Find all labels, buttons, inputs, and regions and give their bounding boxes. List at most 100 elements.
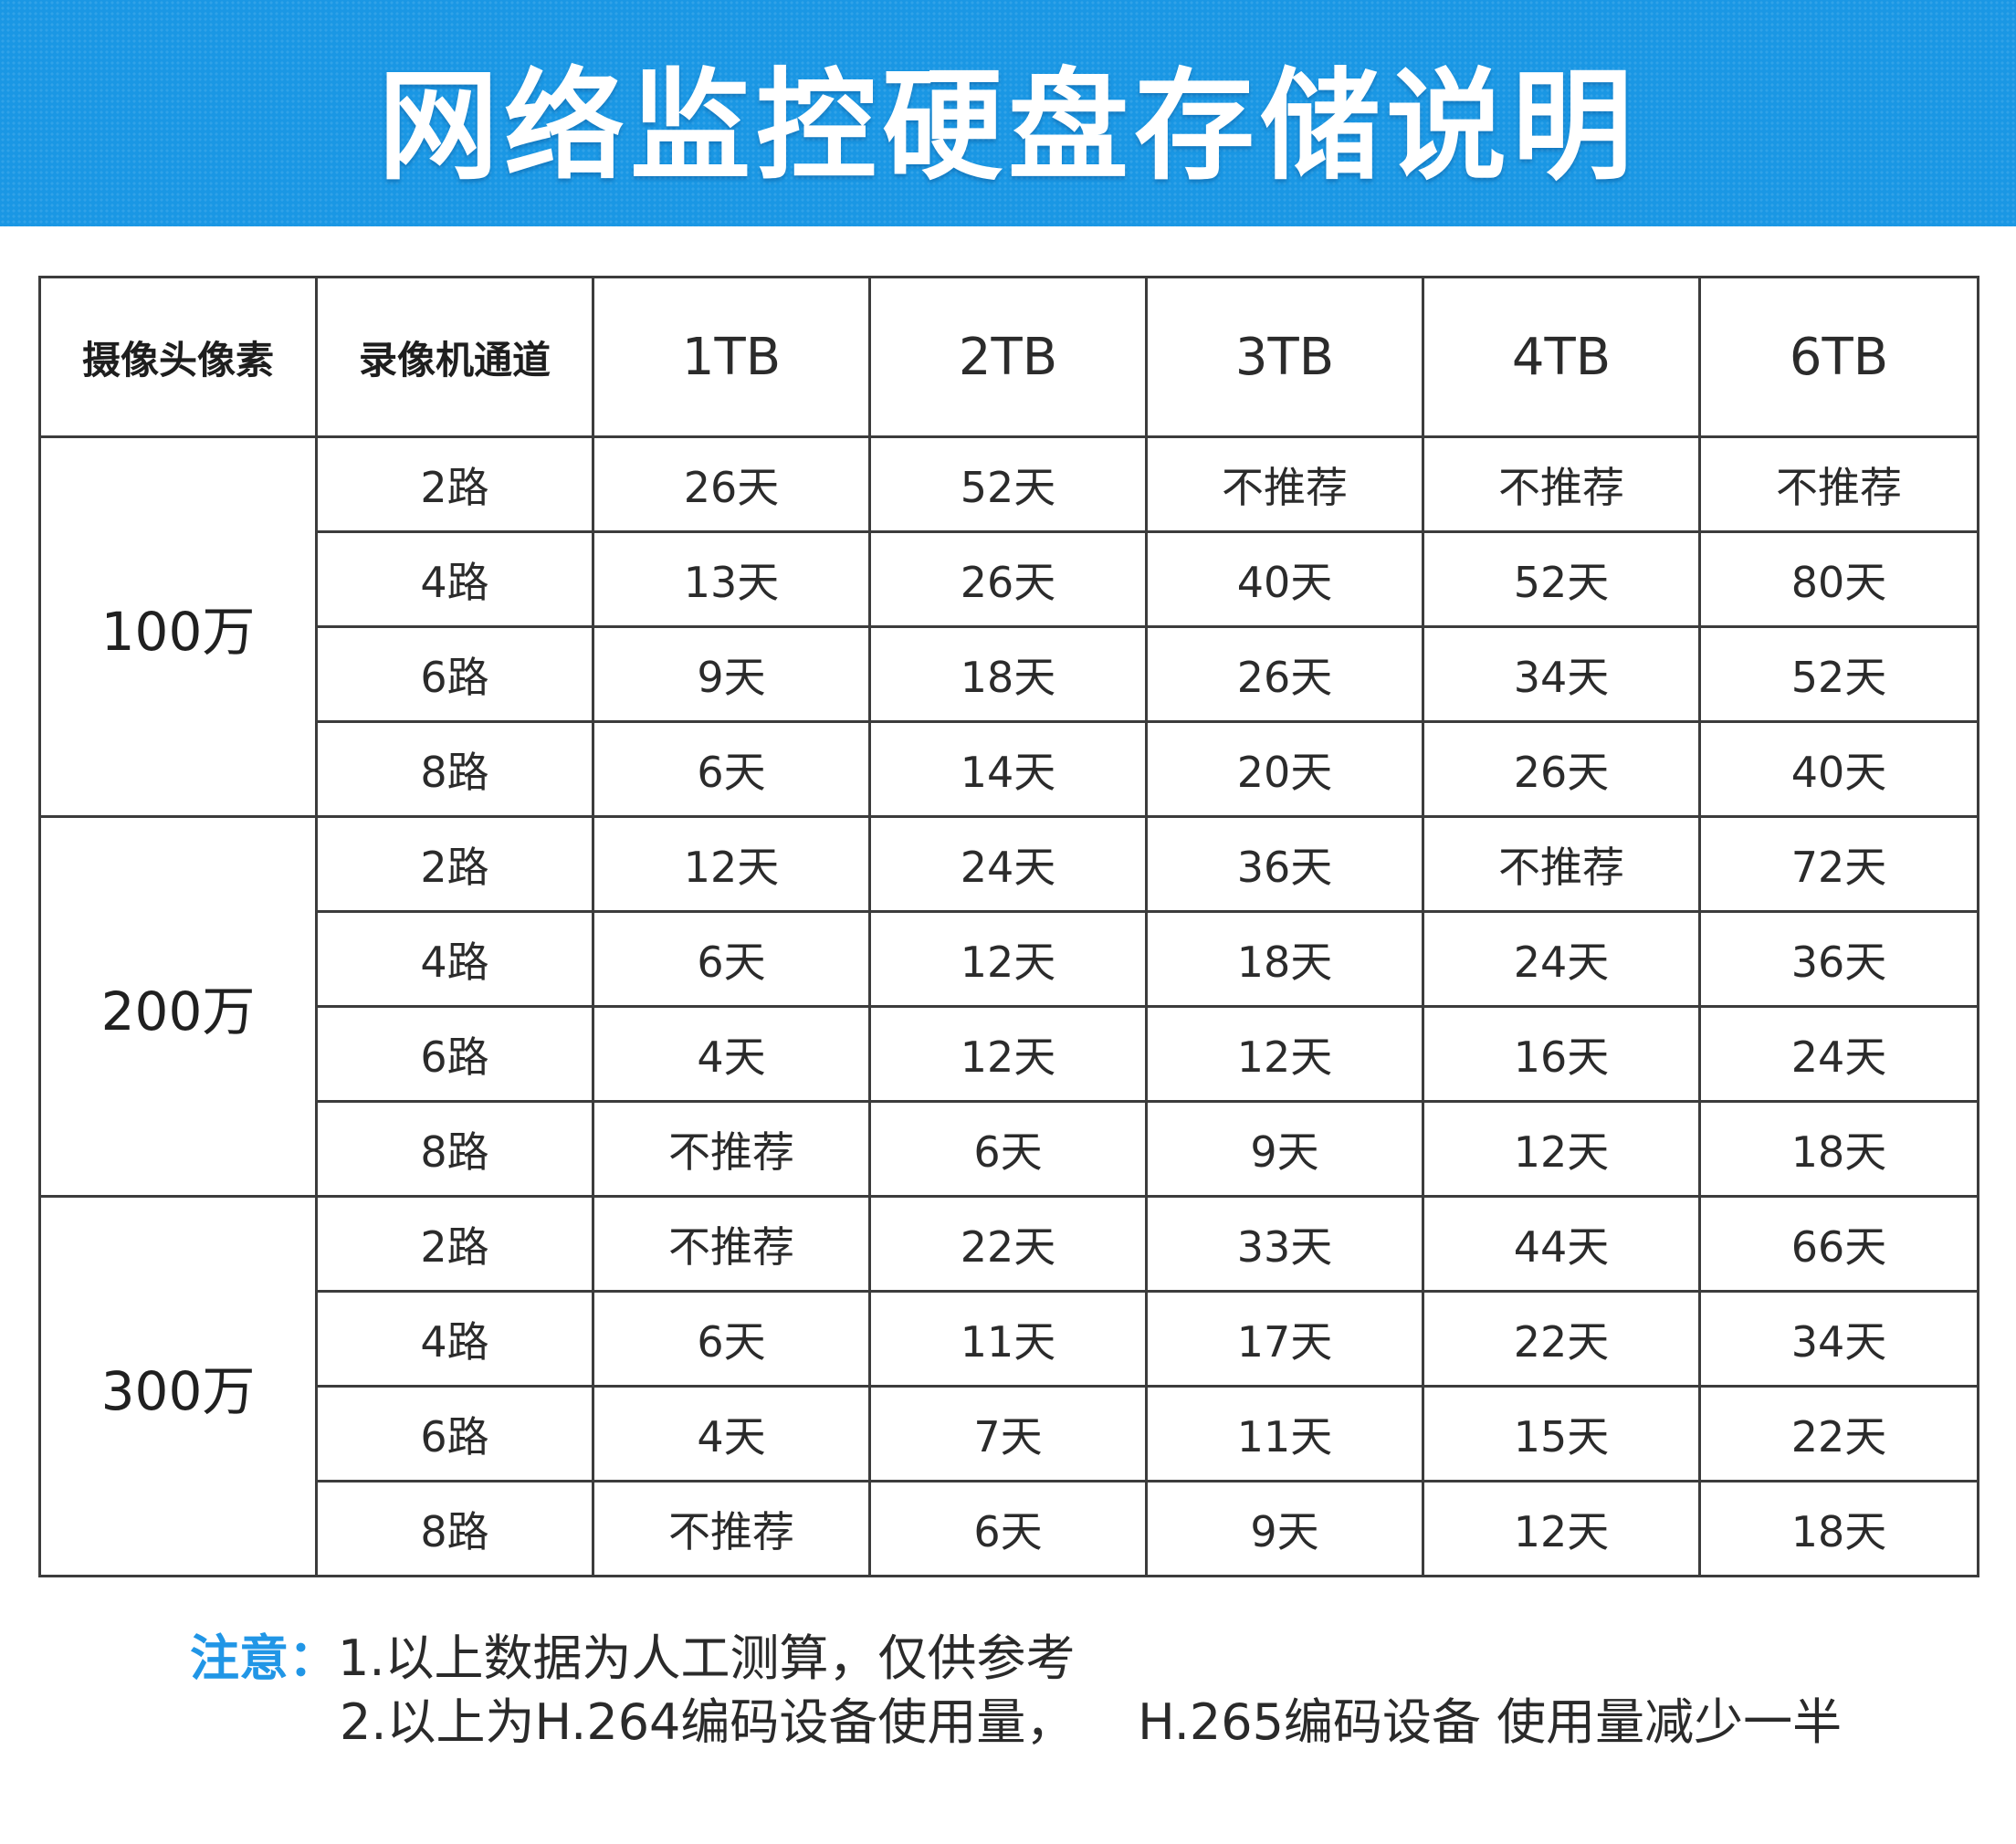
channel-cell: 4路 — [315, 910, 594, 1008]
header-capacity-6tb: 6TB — [1698, 276, 1979, 438]
days-cell: 12天 — [1145, 1005, 1424, 1103]
days-cell: 24天 — [868, 815, 1148, 913]
days-cell: 6天 — [868, 1100, 1148, 1198]
days-cell: 26天 — [1145, 625, 1424, 723]
resolution-cell: 300万 — [38, 1195, 318, 1577]
storage-table: 摄像头像素 录像机通道 1TB 2TB 3TB 4TB 6TB 100万 2路 … — [38, 276, 1979, 1577]
days-cell: 11天 — [1145, 1385, 1424, 1483]
days-cell: 6天 — [592, 720, 871, 818]
note-text-1: 1.以上数据为人工测算，仅供参考 — [338, 1629, 1076, 1687]
notes-section: 注意：1.以上数据为人工测算，仅供参考 2.以上为H.264编码设备使用量， H… — [190, 1627, 1842, 1755]
days-cell: 不推荐 — [592, 1100, 871, 1198]
days-cell: 36天 — [1698, 910, 1979, 1008]
days-cell: 52天 — [868, 435, 1148, 533]
page-title: 网络监控硬盘存储说明 — [378, 56, 1638, 197]
days-cell: 22天 — [868, 1195, 1148, 1293]
days-cell: 36天 — [1145, 815, 1424, 913]
days-cell: 16天 — [1422, 1005, 1701, 1103]
days-cell: 26天 — [1422, 720, 1701, 818]
channel-cell: 4路 — [315, 530, 594, 628]
days-cell: 40天 — [1698, 720, 1979, 818]
days-cell: 26天 — [868, 530, 1148, 628]
channel-cell: 6路 — [315, 625, 594, 723]
table-row: 8路 6天 14天 20天 26天 40天 — [40, 720, 1979, 818]
days-cell: 40天 — [1145, 530, 1424, 628]
days-cell: 12天 — [1422, 1100, 1701, 1198]
channel-cell: 2路 — [315, 1195, 594, 1293]
table-row: 8路 不推荐 6天 9天 12天 18天 — [40, 1100, 1979, 1198]
channel-cell: 6路 — [315, 1005, 594, 1103]
days-cell: 4天 — [592, 1385, 871, 1483]
days-cell: 6天 — [592, 910, 871, 1008]
days-cell: 18天 — [1145, 910, 1424, 1008]
days-cell: 22天 — [1422, 1290, 1701, 1388]
days-cell: 9天 — [1145, 1480, 1424, 1577]
days-cell: 20天 — [1145, 720, 1424, 818]
days-cell: 17天 — [1145, 1290, 1424, 1388]
note-line-1: 注意：1.以上数据为人工测算，仅供参考 — [190, 1627, 1842, 1691]
table-row: 300万 2路 不推荐 22天 33天 44天 66天 — [38, 1195, 1979, 1577]
days-cell: 22天 — [1698, 1385, 1979, 1483]
channel-cell: 6路 — [315, 1385, 594, 1483]
header-capacity-1tb: 1TB — [592, 276, 871, 438]
note-text-2: 2.以上为H.264编码设备使用量， H.265编码设备 使用量减少一半 — [340, 1693, 1843, 1751]
header-capacity-4tb: 4TB — [1422, 276, 1701, 438]
note-label: 注意： — [190, 1629, 338, 1687]
days-cell: 9天 — [592, 625, 871, 723]
days-cell: 不推荐 — [1698, 435, 1979, 533]
days-cell: 9天 — [1145, 1100, 1424, 1198]
days-cell: 不推荐 — [592, 1195, 871, 1293]
table-row: 6路 4天 12天 12天 16天 24天 — [40, 1005, 1979, 1103]
table-row: 4路 6天 11天 17天 22天 34天 — [40, 1290, 1979, 1388]
days-cell: 不推荐 — [1145, 435, 1424, 533]
days-cell: 4天 — [592, 1005, 871, 1103]
channel-cell: 4路 — [315, 1290, 594, 1388]
days-cell: 6天 — [868, 1480, 1148, 1577]
header-row: 摄像头像素 录像机通道 1TB 2TB 3TB 4TB 6TB — [38, 276, 1979, 438]
header-channels: 录像机通道 — [315, 276, 594, 438]
days-cell: 34天 — [1698, 1290, 1979, 1388]
days-cell: 13天 — [592, 530, 871, 628]
title-banner: 网络监控硬盘存储说明 — [0, 0, 2016, 226]
days-cell: 66天 — [1698, 1195, 1979, 1293]
days-cell: 72天 — [1698, 815, 1979, 913]
days-cell: 12天 — [592, 815, 871, 913]
resolution-cell: 100万 — [38, 435, 318, 818]
table-row: 100万 2路 26天 52天 不推荐 不推荐 不推荐 — [38, 435, 1979, 818]
channel-cell: 2路 — [315, 435, 594, 533]
table-row: 4路 13天 26天 40天 52天 80天 — [40, 530, 1979, 628]
days-cell: 18天 — [868, 625, 1148, 723]
header-resolution: 摄像头像素 — [38, 276, 318, 438]
days-cell: 15天 — [1422, 1385, 1701, 1483]
table-row: 200万 2路 12天 24天 36天 不推荐 72天 — [38, 815, 1979, 1198]
days-cell: 12天 — [868, 910, 1148, 1008]
channel-cell: 8路 — [315, 1100, 594, 1198]
channel-cell: 8路 — [315, 720, 594, 818]
table-row: 6路 9天 18天 26天 34天 52天 — [40, 625, 1979, 723]
channel-cell: 8路 — [315, 1480, 594, 1577]
table-row: 8路 不推荐 6天 9天 12天 18天 — [40, 1480, 1979, 1577]
days-cell: 18天 — [1698, 1480, 1979, 1577]
resolution-cell: 200万 — [38, 815, 318, 1198]
days-cell: 7天 — [868, 1385, 1148, 1483]
days-cell: 14天 — [868, 720, 1148, 818]
days-cell: 80天 — [1698, 530, 1979, 628]
days-cell: 6天 — [592, 1290, 871, 1388]
header-capacity-3tb: 3TB — [1145, 276, 1424, 438]
days-cell: 18天 — [1698, 1100, 1979, 1198]
days-cell: 24天 — [1422, 910, 1701, 1008]
days-cell: 24天 — [1698, 1005, 1979, 1103]
days-cell: 不推荐 — [1422, 435, 1701, 533]
days-cell: 33天 — [1145, 1195, 1424, 1293]
table-row: 4路 6天 12天 18天 24天 36天 — [40, 910, 1979, 1008]
days-cell: 34天 — [1422, 625, 1701, 723]
days-cell: 11天 — [868, 1290, 1148, 1388]
days-cell: 26天 — [592, 435, 871, 533]
days-cell: 52天 — [1698, 625, 1979, 723]
days-cell: 12天 — [1422, 1480, 1701, 1577]
days-cell: 不推荐 — [592, 1480, 871, 1577]
days-cell: 44天 — [1422, 1195, 1701, 1293]
table-row: 6路 4天 7天 11天 15天 22天 — [40, 1385, 1979, 1483]
channel-cell: 2路 — [315, 815, 594, 913]
days-cell: 52天 — [1422, 530, 1701, 628]
